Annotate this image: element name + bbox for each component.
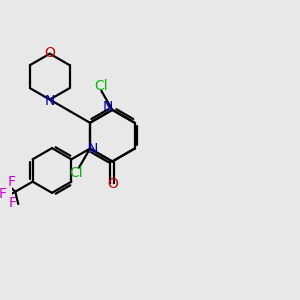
Text: N: N: [88, 142, 98, 156]
Text: N: N: [103, 100, 113, 114]
Text: O: O: [107, 177, 118, 191]
Text: O: O: [44, 46, 55, 60]
Text: N: N: [45, 94, 55, 108]
Text: F: F: [8, 196, 16, 210]
Text: F: F: [0, 187, 7, 201]
Text: Cl: Cl: [94, 79, 108, 93]
Text: F: F: [8, 175, 16, 188]
Text: Cl: Cl: [69, 166, 83, 180]
